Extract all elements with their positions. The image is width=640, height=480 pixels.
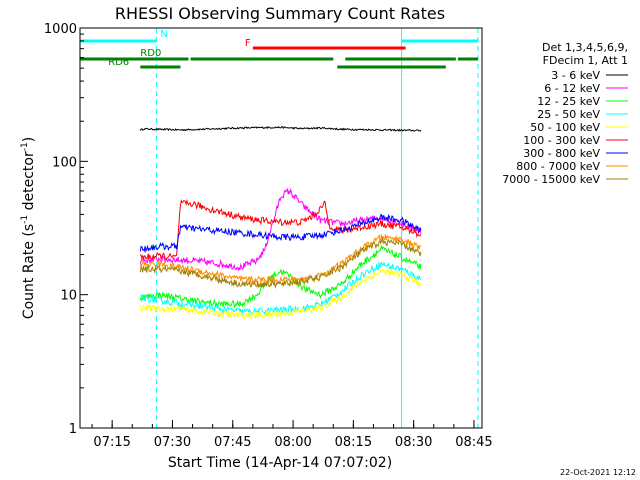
legend-header-2: FDecim 1, Att 1 (543, 54, 628, 67)
y-tick-label-2: 100 (52, 155, 77, 170)
series-line-2 (139, 244, 422, 309)
legend-label-2: 12 - 25 keV (537, 95, 600, 108)
y-axis-label-sup1: -1 (20, 215, 30, 224)
legend-label-4: 50 - 100 keV (530, 121, 600, 134)
x-tick-label-4: 08:15 (335, 435, 372, 450)
flag-label-3: RD0 (140, 48, 161, 59)
series-line-6 (139, 213, 422, 253)
x-tick-label-5: 08:30 (395, 435, 432, 450)
x-tick-label-0: 07:15 (93, 435, 130, 450)
y-axis-label-end: ) (21, 137, 37, 142)
y-axis-label-sup2: -1 (20, 142, 30, 151)
series-line-3 (140, 261, 422, 316)
y-axis-ticks: 1 10 100 1000 (44, 22, 88, 437)
legend-header-1: Det 1,3,4,5,6,9, (542, 41, 628, 54)
legend-label-7: 800 - 7000 keV (516, 160, 600, 173)
series-line-8 (139, 237, 422, 289)
x-tick-label-2: 07:45 (214, 435, 251, 450)
series-lines (139, 125, 422, 320)
flag-bars: N F RD0 RD6 (80, 29, 478, 69)
x-axis-ticks: 07:15 07:30 07:45 08:00 08:15 08:30 08:45 (91, 420, 493, 450)
legend-label-8: 7000 - 15000 keV (502, 173, 600, 186)
x-tick-label-6: 08:45 (455, 435, 492, 450)
flag-label-2: F (245, 38, 251, 49)
x-tick-label-1: 07:30 (154, 435, 191, 450)
x-axis-label: Start Time (14-Apr-14 07:07:02) (168, 455, 392, 471)
series-line-7 (139, 233, 422, 284)
legend-label-1: 6 - 12 keV (544, 82, 600, 95)
flag-label-0: N (160, 29, 167, 40)
legend-label-6: 300 - 800 keV (523, 147, 600, 160)
y-axis-label-mid: detector (21, 151, 37, 215)
chart-title: RHESSI Observing Summary Count Rates (115, 4, 445, 23)
y-tick-label-3: 1000 (44, 22, 77, 37)
x-tick-label-3: 08:00 (274, 435, 311, 450)
y-axis-label-main: Count Rate (s (21, 224, 37, 319)
legend-label-5: 100 - 300 keV (523, 134, 600, 147)
series-line-1 (139, 187, 422, 272)
flag-label-4: RD6 (108, 57, 129, 68)
series-line-4 (139, 268, 422, 320)
legend-label-3: 25 - 50 keV (537, 108, 600, 121)
y-tick-label-0: 1 (69, 422, 77, 437)
y-axis-label: Count Rate (s-1 detector-1) (20, 137, 37, 319)
timestamp: 22-Oct-2021 12:12 (560, 468, 636, 477)
series-line-0 (139, 125, 422, 132)
y-tick-label-1: 10 (60, 289, 77, 304)
legend-label-0: 3 - 6 keV (551, 69, 600, 82)
plot-frame (79, 27, 483, 429)
series-line-5 (139, 198, 422, 261)
legend: Det 1,3,4,5,6,9, FDecim 1, Att 1 3 - 6 k… (502, 41, 628, 186)
